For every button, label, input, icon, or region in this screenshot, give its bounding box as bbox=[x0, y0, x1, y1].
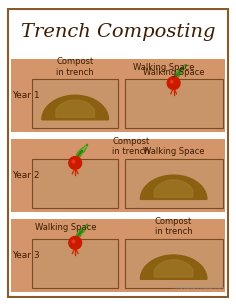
Circle shape bbox=[69, 237, 82, 249]
Bar bbox=[11, 139, 225, 212]
Polygon shape bbox=[75, 144, 88, 159]
Polygon shape bbox=[174, 66, 185, 79]
Bar bbox=[32, 79, 118, 128]
Polygon shape bbox=[75, 226, 86, 239]
Text: Walking Space: Walking Space bbox=[143, 68, 204, 76]
Polygon shape bbox=[174, 64, 186, 79]
Polygon shape bbox=[174, 64, 186, 79]
Polygon shape bbox=[140, 255, 207, 279]
Circle shape bbox=[72, 240, 75, 243]
Polygon shape bbox=[75, 144, 88, 159]
Polygon shape bbox=[174, 70, 181, 79]
Polygon shape bbox=[75, 146, 86, 159]
Polygon shape bbox=[154, 260, 193, 277]
Bar bbox=[11, 59, 225, 132]
Circle shape bbox=[69, 157, 82, 169]
Text: Trench Composting: Trench Composting bbox=[21, 23, 215, 41]
Bar bbox=[125, 79, 223, 128]
Polygon shape bbox=[75, 146, 86, 159]
Bar bbox=[32, 159, 118, 208]
Polygon shape bbox=[174, 64, 186, 79]
Polygon shape bbox=[75, 144, 88, 159]
Polygon shape bbox=[75, 150, 82, 159]
Text: Walking Space: Walking Space bbox=[143, 147, 204, 156]
Polygon shape bbox=[75, 146, 86, 159]
Polygon shape bbox=[174, 66, 185, 79]
Polygon shape bbox=[75, 226, 86, 239]
Polygon shape bbox=[75, 144, 88, 159]
Polygon shape bbox=[75, 224, 88, 239]
Text: Walking Space: Walking Space bbox=[133, 63, 195, 72]
Polygon shape bbox=[75, 224, 88, 239]
Circle shape bbox=[170, 80, 173, 83]
Polygon shape bbox=[174, 70, 181, 79]
Bar bbox=[125, 239, 223, 288]
Text: Year 1: Year 1 bbox=[13, 91, 40, 100]
Polygon shape bbox=[42, 95, 109, 119]
Bar bbox=[11, 218, 225, 292]
Polygon shape bbox=[75, 230, 82, 239]
Polygon shape bbox=[75, 224, 88, 239]
Polygon shape bbox=[174, 70, 181, 79]
Polygon shape bbox=[75, 150, 82, 159]
Polygon shape bbox=[140, 175, 207, 199]
Polygon shape bbox=[75, 150, 82, 159]
Polygon shape bbox=[75, 226, 86, 239]
Text: Compost
in trench: Compost in trench bbox=[155, 217, 192, 236]
Polygon shape bbox=[75, 230, 82, 239]
Bar bbox=[32, 239, 118, 288]
Polygon shape bbox=[75, 230, 82, 239]
Text: Year 3: Year 3 bbox=[13, 251, 40, 260]
Polygon shape bbox=[75, 146, 86, 159]
Polygon shape bbox=[75, 150, 82, 159]
Polygon shape bbox=[154, 180, 193, 197]
Polygon shape bbox=[75, 224, 88, 239]
Circle shape bbox=[167, 77, 180, 89]
Text: Walking Space: Walking Space bbox=[35, 222, 97, 232]
Polygon shape bbox=[174, 66, 185, 79]
Circle shape bbox=[72, 160, 75, 163]
Polygon shape bbox=[174, 70, 181, 79]
Bar bbox=[125, 159, 223, 208]
Polygon shape bbox=[174, 66, 185, 79]
Polygon shape bbox=[56, 100, 94, 117]
Text: Compost
in trench: Compost in trench bbox=[56, 57, 94, 76]
Text: ©TheGardeningLok.com: ©TheGardeningLok.com bbox=[171, 286, 224, 290]
Polygon shape bbox=[75, 226, 86, 239]
Text: Compost
in trench: Compost in trench bbox=[112, 137, 150, 156]
Polygon shape bbox=[174, 64, 186, 79]
Text: Year 2: Year 2 bbox=[13, 171, 40, 180]
Polygon shape bbox=[75, 230, 82, 239]
